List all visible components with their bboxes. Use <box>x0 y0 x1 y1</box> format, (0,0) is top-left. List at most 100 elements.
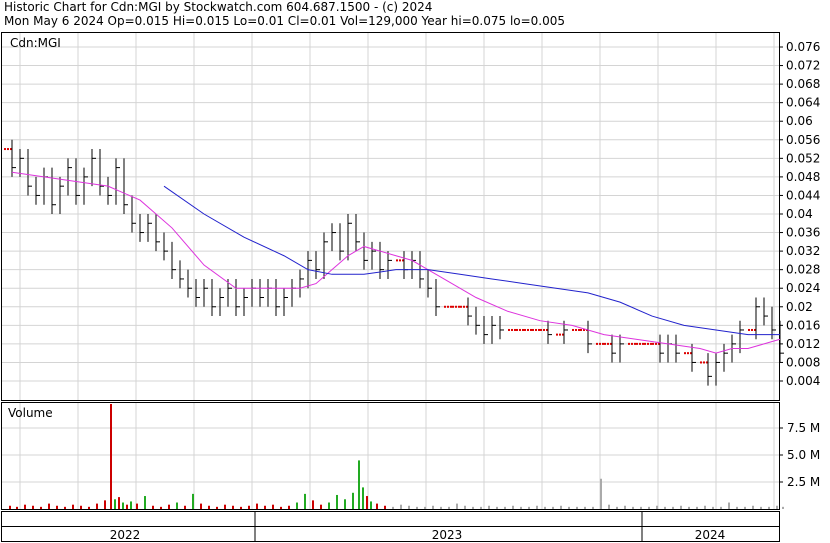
volume-bar <box>464 505 466 509</box>
volume-bar <box>560 505 562 509</box>
volume-bar <box>752 505 754 509</box>
volume-bar <box>336 494 338 509</box>
volume-bar <box>160 506 162 509</box>
price-flat-mark <box>636 342 638 345</box>
volume-bar <box>114 499 116 509</box>
volume-bar <box>200 503 202 509</box>
volume-bar <box>168 504 170 509</box>
volume-bar <box>136 503 138 509</box>
price-tick-label: 0.076 <box>786 40 820 54</box>
price-flat-mark <box>644 342 646 345</box>
volume-bar <box>712 506 714 509</box>
price-tick-label: 0.036 <box>786 226 820 240</box>
volume-bar <box>760 506 762 509</box>
volume-bar <box>488 505 490 509</box>
price-flat-mark <box>706 361 708 364</box>
price-tick-label: 0.028 <box>786 263 820 277</box>
volume-bar <box>328 502 330 509</box>
volume-bar <box>384 505 386 509</box>
volume-bar <box>512 505 514 509</box>
price-flat-mark <box>399 259 401 262</box>
volume-bar <box>176 502 178 509</box>
price-flat-mark <box>607 342 609 345</box>
price-panel-title: Cdn:MGI <box>10 36 61 50</box>
volume-bar <box>640 506 642 509</box>
price-flat-mark <box>402 259 404 262</box>
volume-bar <box>536 505 538 509</box>
price-flat-mark <box>575 328 577 331</box>
price-flat-mark <box>466 305 468 308</box>
volume-bar <box>520 506 522 509</box>
volume-bar <box>544 506 546 509</box>
price-flat-mark <box>748 328 750 331</box>
ma-short-line <box>11 171 781 354</box>
price-tick-label: 0.056 <box>786 133 820 147</box>
volume-bar <box>568 506 570 509</box>
volume-bar <box>40 506 42 509</box>
price-flat-mark <box>690 352 692 355</box>
volume-bar <box>768 506 770 509</box>
year-label: 2022 <box>110 528 141 542</box>
price-flat-mark <box>751 328 753 331</box>
volume-bar <box>576 506 578 509</box>
volume-bar <box>110 404 112 509</box>
price-flat-mark <box>527 328 529 331</box>
volume-bar <box>496 506 498 509</box>
price-flat-mark <box>559 333 561 336</box>
date-axis-band <box>1 526 780 542</box>
volume-bars <box>9 404 784 509</box>
volume-bar <box>208 505 210 509</box>
volume-bar <box>366 496 368 509</box>
price-flat-mark <box>463 305 465 308</box>
price-flat-mark <box>684 352 686 355</box>
volume-bar <box>392 506 394 509</box>
price-flat-mark <box>578 328 580 331</box>
volume-bar <box>370 501 372 509</box>
volume-bar <box>584 506 586 509</box>
price-flat-mark <box>450 305 452 308</box>
price-flat-mark <box>596 342 598 345</box>
price-flat-mark <box>700 361 702 364</box>
chart-header-line2: Mon May 6 2024 Op=0.015 Hi=0.015 Lo=0.01… <box>4 14 566 28</box>
price-flat-mark <box>754 328 756 331</box>
volume-bar <box>144 496 146 509</box>
price-flat-mark <box>540 328 542 331</box>
volume-bar <box>24 504 26 509</box>
price-tick-label: 0.032 <box>786 244 820 258</box>
volume-bar <box>248 505 250 509</box>
volume-bar <box>184 505 186 509</box>
price-tick-label: 0.04 <box>786 207 813 221</box>
volume-bar <box>504 506 506 509</box>
price-flat-mark <box>546 328 548 331</box>
volume-panel-title: Volume <box>8 406 53 420</box>
price-flat-mark <box>572 328 574 331</box>
price-flat-mark <box>7 148 9 151</box>
volume-bar <box>80 505 82 509</box>
volume-bar <box>400 504 402 509</box>
volume-bar <box>216 506 218 509</box>
price-flat-mark <box>583 328 585 331</box>
volume-axis: 7.5 M 5.0 M 2.5 M <box>779 421 820 489</box>
price-flat-mark <box>631 342 633 345</box>
volume-bar <box>264 505 266 509</box>
chart-header-line1: Historic Chart for Cdn:MGI by Stockwatch… <box>4 0 433 14</box>
price-flat-mark <box>602 342 604 345</box>
price-flat-mark <box>532 328 534 331</box>
volume-bar <box>656 505 658 509</box>
volume-bar <box>122 502 124 509</box>
volume-bar <box>528 506 530 509</box>
price-flat-mark <box>580 328 582 331</box>
volume-bar <box>240 506 242 509</box>
volume-bar <box>130 501 132 509</box>
price-flat-mark <box>530 328 532 331</box>
price-flat-mark <box>458 305 460 308</box>
price-flat-mark <box>508 328 510 331</box>
ma-long-line <box>163 185 780 336</box>
price-tick-label: 0.072 <box>786 59 820 73</box>
price-panel-frame <box>1 32 780 401</box>
price-flat-mark <box>604 342 606 345</box>
volume-grid <box>2 403 779 509</box>
volume-bar <box>432 505 434 509</box>
volume-bar <box>272 504 274 509</box>
